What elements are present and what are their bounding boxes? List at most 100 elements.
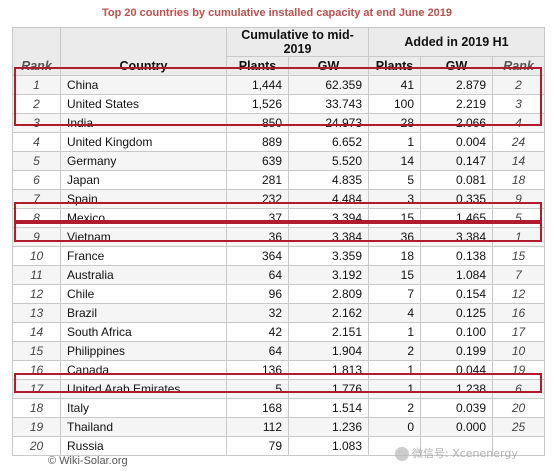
added-gw-cell: 0.125 [420,303,494,323]
table-row: 1 China 1,444 62.359 41 2.879 2 [12,75,546,95]
header-plants: Plants [226,56,289,76]
added-rank-cell: 20 [492,398,546,418]
gw-cell: 1.083 [287,436,370,456]
added-plants-cell: 2 [368,398,422,418]
capacity-table: Rank Country Cumulative to mid-2019 Adde… [12,27,546,456]
plants-cell: 850 [226,113,289,133]
country-cell: Japan [60,170,227,190]
rank-cell: 5 [12,151,61,171]
plants-cell: 364 [226,246,289,266]
added-rank-cell: 6 [492,379,546,399]
plants-cell: 64 [226,265,289,285]
plants-cell: 232 [226,189,289,209]
added-rank-cell: 10 [492,341,546,361]
gw-cell: 4.835 [287,170,370,190]
header-cumulative-group: Cumulative to mid-2019 [225,27,370,57]
rank-cell: 1 [12,75,61,95]
gw-cell: 5.520 [287,151,370,171]
source-credit: © Wiki-Solar.org [48,455,128,467]
gw-cell: 3.394 [287,208,370,228]
rank-cell: 14 [12,322,61,342]
gw-cell: 2.162 [287,303,370,323]
watermark: 微信号: Xcenenergy [395,445,518,461]
rank-cell: 15 [12,341,61,361]
table-title: Top 20 countries by cumulative installed… [101,7,453,19]
country-cell: Vietnam [60,227,227,247]
added-rank-cell [492,436,546,456]
added-plants-cell: 14 [368,151,422,171]
country-cell: Philippines [60,341,227,361]
added-gw-cell: 3.384 [420,227,494,247]
table-row: 14 South Africa 42 2.151 1 0.100 17 [12,322,546,342]
table-row: 8 Mexico 37 3.394 15 1.465 5 [12,208,546,228]
country-cell: China [60,75,227,95]
plants-cell: 281 [226,170,289,190]
added-plants-cell: 100 [368,94,422,114]
added-gw-cell: 0.081 [420,170,494,190]
added-gw-cell: 1.084 [420,265,494,285]
plants-cell: 37 [226,208,289,228]
plants-cell: 79 [226,436,289,456]
plants-cell: 32 [226,303,289,323]
header-added-gw: GW [420,56,494,76]
added-rank-cell: 15 [492,246,546,266]
added-rank-cell: 24 [492,132,546,152]
gw-cell: 3.384 [287,227,370,247]
country-cell: Chile [60,284,227,304]
gw-cell: 2.151 [287,322,370,342]
added-plants-cell: 7 [368,284,422,304]
table-row: 2 United States 1,526 33.743 100 2.219 3 [12,94,546,114]
added-plants-cell: 28 [368,113,422,133]
header-gw: GW [287,56,370,76]
added-rank-cell: 3 [492,94,546,114]
rank-cell: 16 [12,360,61,380]
added-rank-cell: 19 [492,360,546,380]
wechat-icon [395,447,409,461]
plants-cell: 64 [226,341,289,361]
added-gw-cell: 0.147 [420,151,494,171]
table-row: 5 Germany 639 5.520 14 0.147 14 [12,151,546,171]
added-plants-cell: 2 [368,341,422,361]
added-plants-cell: 1 [368,322,422,342]
added-rank-cell: 5 [492,208,546,228]
table-row: 9 Vietnam 36 3.384 36 3.384 1 [12,227,546,247]
country-cell: Mexico [60,208,227,228]
country-cell: United Arab Emirates [60,379,227,399]
plants-cell: 1,444 [226,75,289,95]
table-row: 7 Spain 232 4.484 3 0.335 9 [12,189,546,209]
added-gw-cell: 1.465 [420,208,494,228]
table-row: 13 Brazil 32 2.162 4 0.125 16 [12,303,546,323]
table-row: 4 United Kingdom 889 6.652 1 0.004 24 [12,132,546,152]
added-gw-cell: 2.066 [420,113,494,133]
rank-cell: 9 [12,227,61,247]
plants-cell: 1,526 [226,94,289,114]
added-gw-cell: 0.039 [420,398,494,418]
table-row: 10 France 364 3.359 18 0.138 15 [12,246,546,266]
gw-cell: 3.192 [287,265,370,285]
added-gw-cell: 0.138 [420,246,494,266]
gw-cell: 62.359 [287,75,370,95]
header-added-plants: Plants [368,56,422,76]
added-rank-cell: 7 [492,265,546,285]
country-cell: Australia [60,265,227,285]
rank-cell: 18 [12,398,61,418]
added-rank-cell: 18 [492,170,546,190]
rank-cell: 19 [12,417,61,437]
gw-cell: 1.514 [287,398,370,418]
country-cell: Spain [60,189,227,209]
added-rank-cell: 17 [492,322,546,342]
plants-cell: 5 [226,379,289,399]
table-row: 16 Canada 136 1.813 1 0.044 19 [12,360,546,380]
table-row: 6 Japan 281 4.835 5 0.081 18 [12,170,546,190]
gw-cell: 1.813 [287,360,370,380]
added-plants-cell: 3 [368,189,422,209]
rank-cell: 13 [12,303,61,323]
added-gw-cell: 0.100 [420,322,494,342]
gw-cell: 24.973 [287,113,370,133]
added-rank-cell: 14 [492,151,546,171]
table-row: 12 Chile 96 2.809 7 0.154 12 [12,284,546,304]
added-gw-cell: 1.238 [420,379,494,399]
added-plants-cell: 5 [368,170,422,190]
added-gw-cell: 0.199 [420,341,494,361]
gw-cell: 4.484 [287,189,370,209]
